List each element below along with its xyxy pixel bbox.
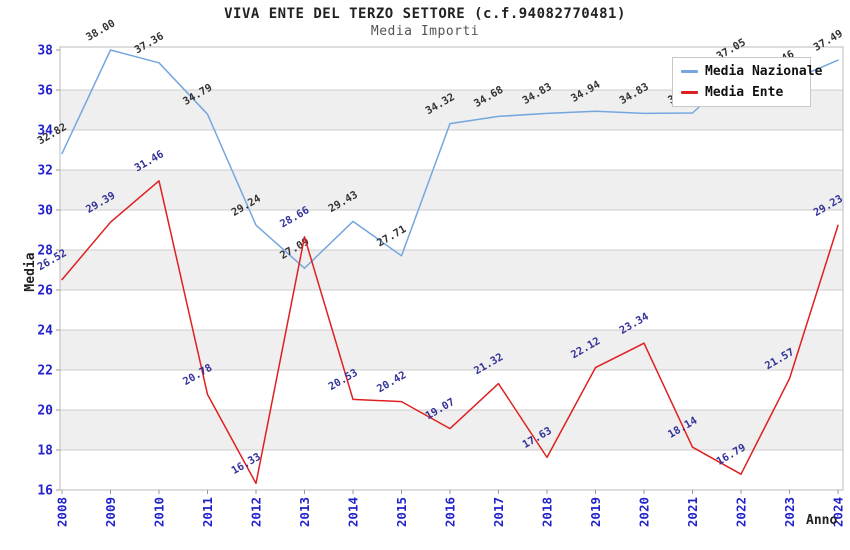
media-nazionale-line-swatch-icon — [681, 70, 698, 73]
x-tick-label: 2019 — [588, 497, 603, 527]
y-tick-label: 34 — [37, 124, 53, 139]
plot-band — [60, 410, 843, 450]
x-tick-label: 2024 — [831, 497, 846, 527]
x-tick-label: 2013 — [297, 497, 312, 527]
y-tick-label: 26 — [37, 284, 53, 299]
y-tick-label: 36 — [37, 84, 53, 99]
x-tick-label: 2021 — [685, 497, 700, 527]
plot-band — [60, 330, 843, 370]
x-tick-label: 2015 — [394, 497, 409, 527]
y-tick-label: 22 — [37, 364, 53, 379]
series-line-media-ente — [61, 180, 839, 485]
legend-item-media-ente: Media Ente — [673, 82, 810, 103]
y-tick-label: 16 — [37, 484, 53, 499]
x-tick-label: 2023 — [782, 497, 797, 527]
legend: Media Nazionale Media Ente — [672, 57, 822, 107]
y-tick-label: 20 — [37, 404, 53, 419]
plot-border — [59, 46, 844, 491]
legend-item-media-nazionale: Media Nazionale — [673, 61, 822, 82]
y-tick-label: 24 — [37, 324, 53, 339]
y-tick-label: 38 — [37, 44, 53, 59]
legend-label-media-nazionale: Media Nazionale — [705, 64, 823, 79]
x-tick-label: 2018 — [540, 497, 555, 527]
chart-subtitle: Media Importi — [370, 24, 480, 39]
x-tick-label: 2008 — [55, 497, 70, 527]
y-axis-title: Media — [23, 252, 38, 292]
y-tick-label: 30 — [37, 204, 53, 219]
point-label: 38.00 — [84, 17, 117, 43]
plot-band — [60, 170, 843, 210]
x-tick-label: 2017 — [491, 497, 506, 527]
y-tick-label: 18 — [37, 444, 53, 459]
y-tick-label: 32 — [37, 164, 53, 179]
x-tick-label: 2011 — [200, 497, 215, 527]
media-ente-line-swatch-icon — [681, 91, 698, 94]
x-tick-label: 2022 — [734, 497, 749, 527]
x-axis-title: Anno — [806, 513, 838, 528]
y-tick-label: 28 — [37, 244, 53, 259]
chart-title: VIVA ENTE DEL TERZO SETTORE (c.f.9408277… — [224, 6, 626, 22]
x-tick-label: 2012 — [249, 497, 264, 527]
plot-band — [60, 250, 843, 290]
legend-label-media-ente: Media Ente — [705, 85, 784, 100]
x-tick-label: 2014 — [346, 497, 361, 527]
x-tick-label: 2010 — [152, 497, 167, 527]
x-tick-label: 2016 — [443, 497, 458, 527]
x-tick-label: 2020 — [637, 497, 652, 527]
x-tick-label: 2009 — [103, 497, 118, 527]
